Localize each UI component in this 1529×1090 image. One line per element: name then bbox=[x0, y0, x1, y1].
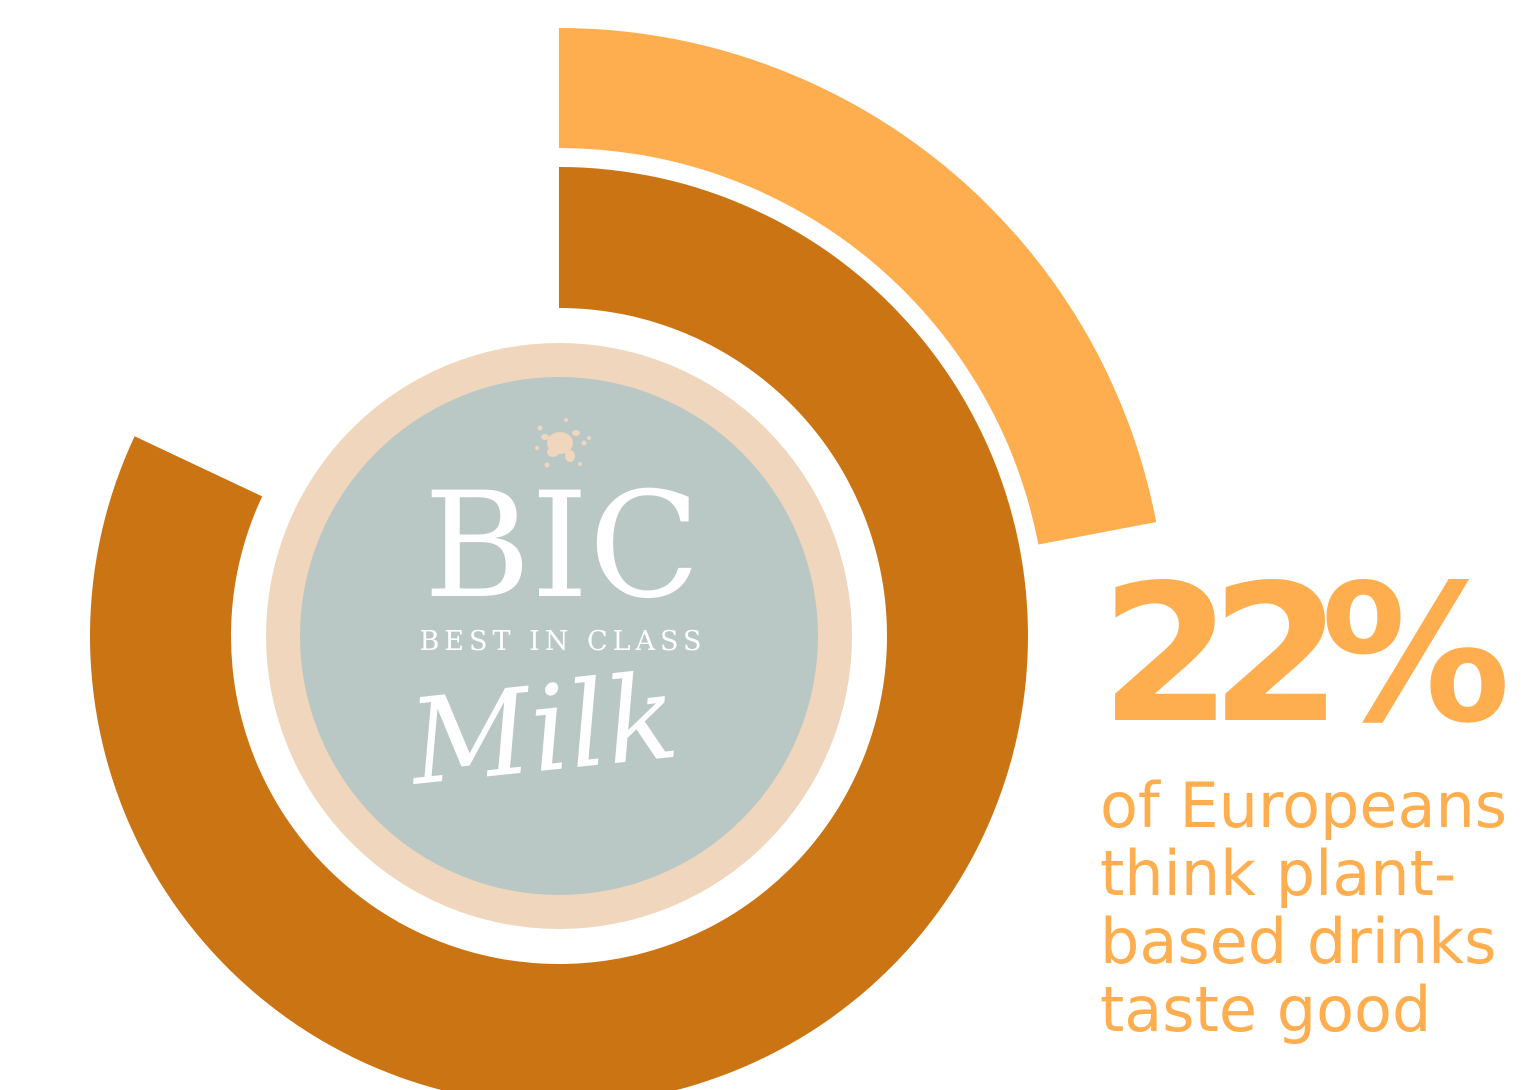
logo-disc bbox=[300, 377, 818, 895]
logo-tagline: BEST IN CLASS bbox=[419, 626, 706, 657]
bic-milk-logo: BIC BEST IN CLASS Milk bbox=[266, 343, 852, 929]
stat-caption: of Europeans think plant- based drinks t… bbox=[1100, 769, 1508, 1046]
milk-splash-icon bbox=[535, 418, 591, 468]
outer-arc-bar bbox=[559, 28, 1157, 545]
stat-value: 22% bbox=[1100, 544, 1511, 765]
stat-callout: 22% of Europeans think plant- based drin… bbox=[1100, 560, 1529, 1044]
inner-arc-bar bbox=[90, 167, 1028, 1090]
logo-main-text: BIC bbox=[424, 461, 701, 631]
logo-script-text: Milk bbox=[401, 647, 684, 812]
